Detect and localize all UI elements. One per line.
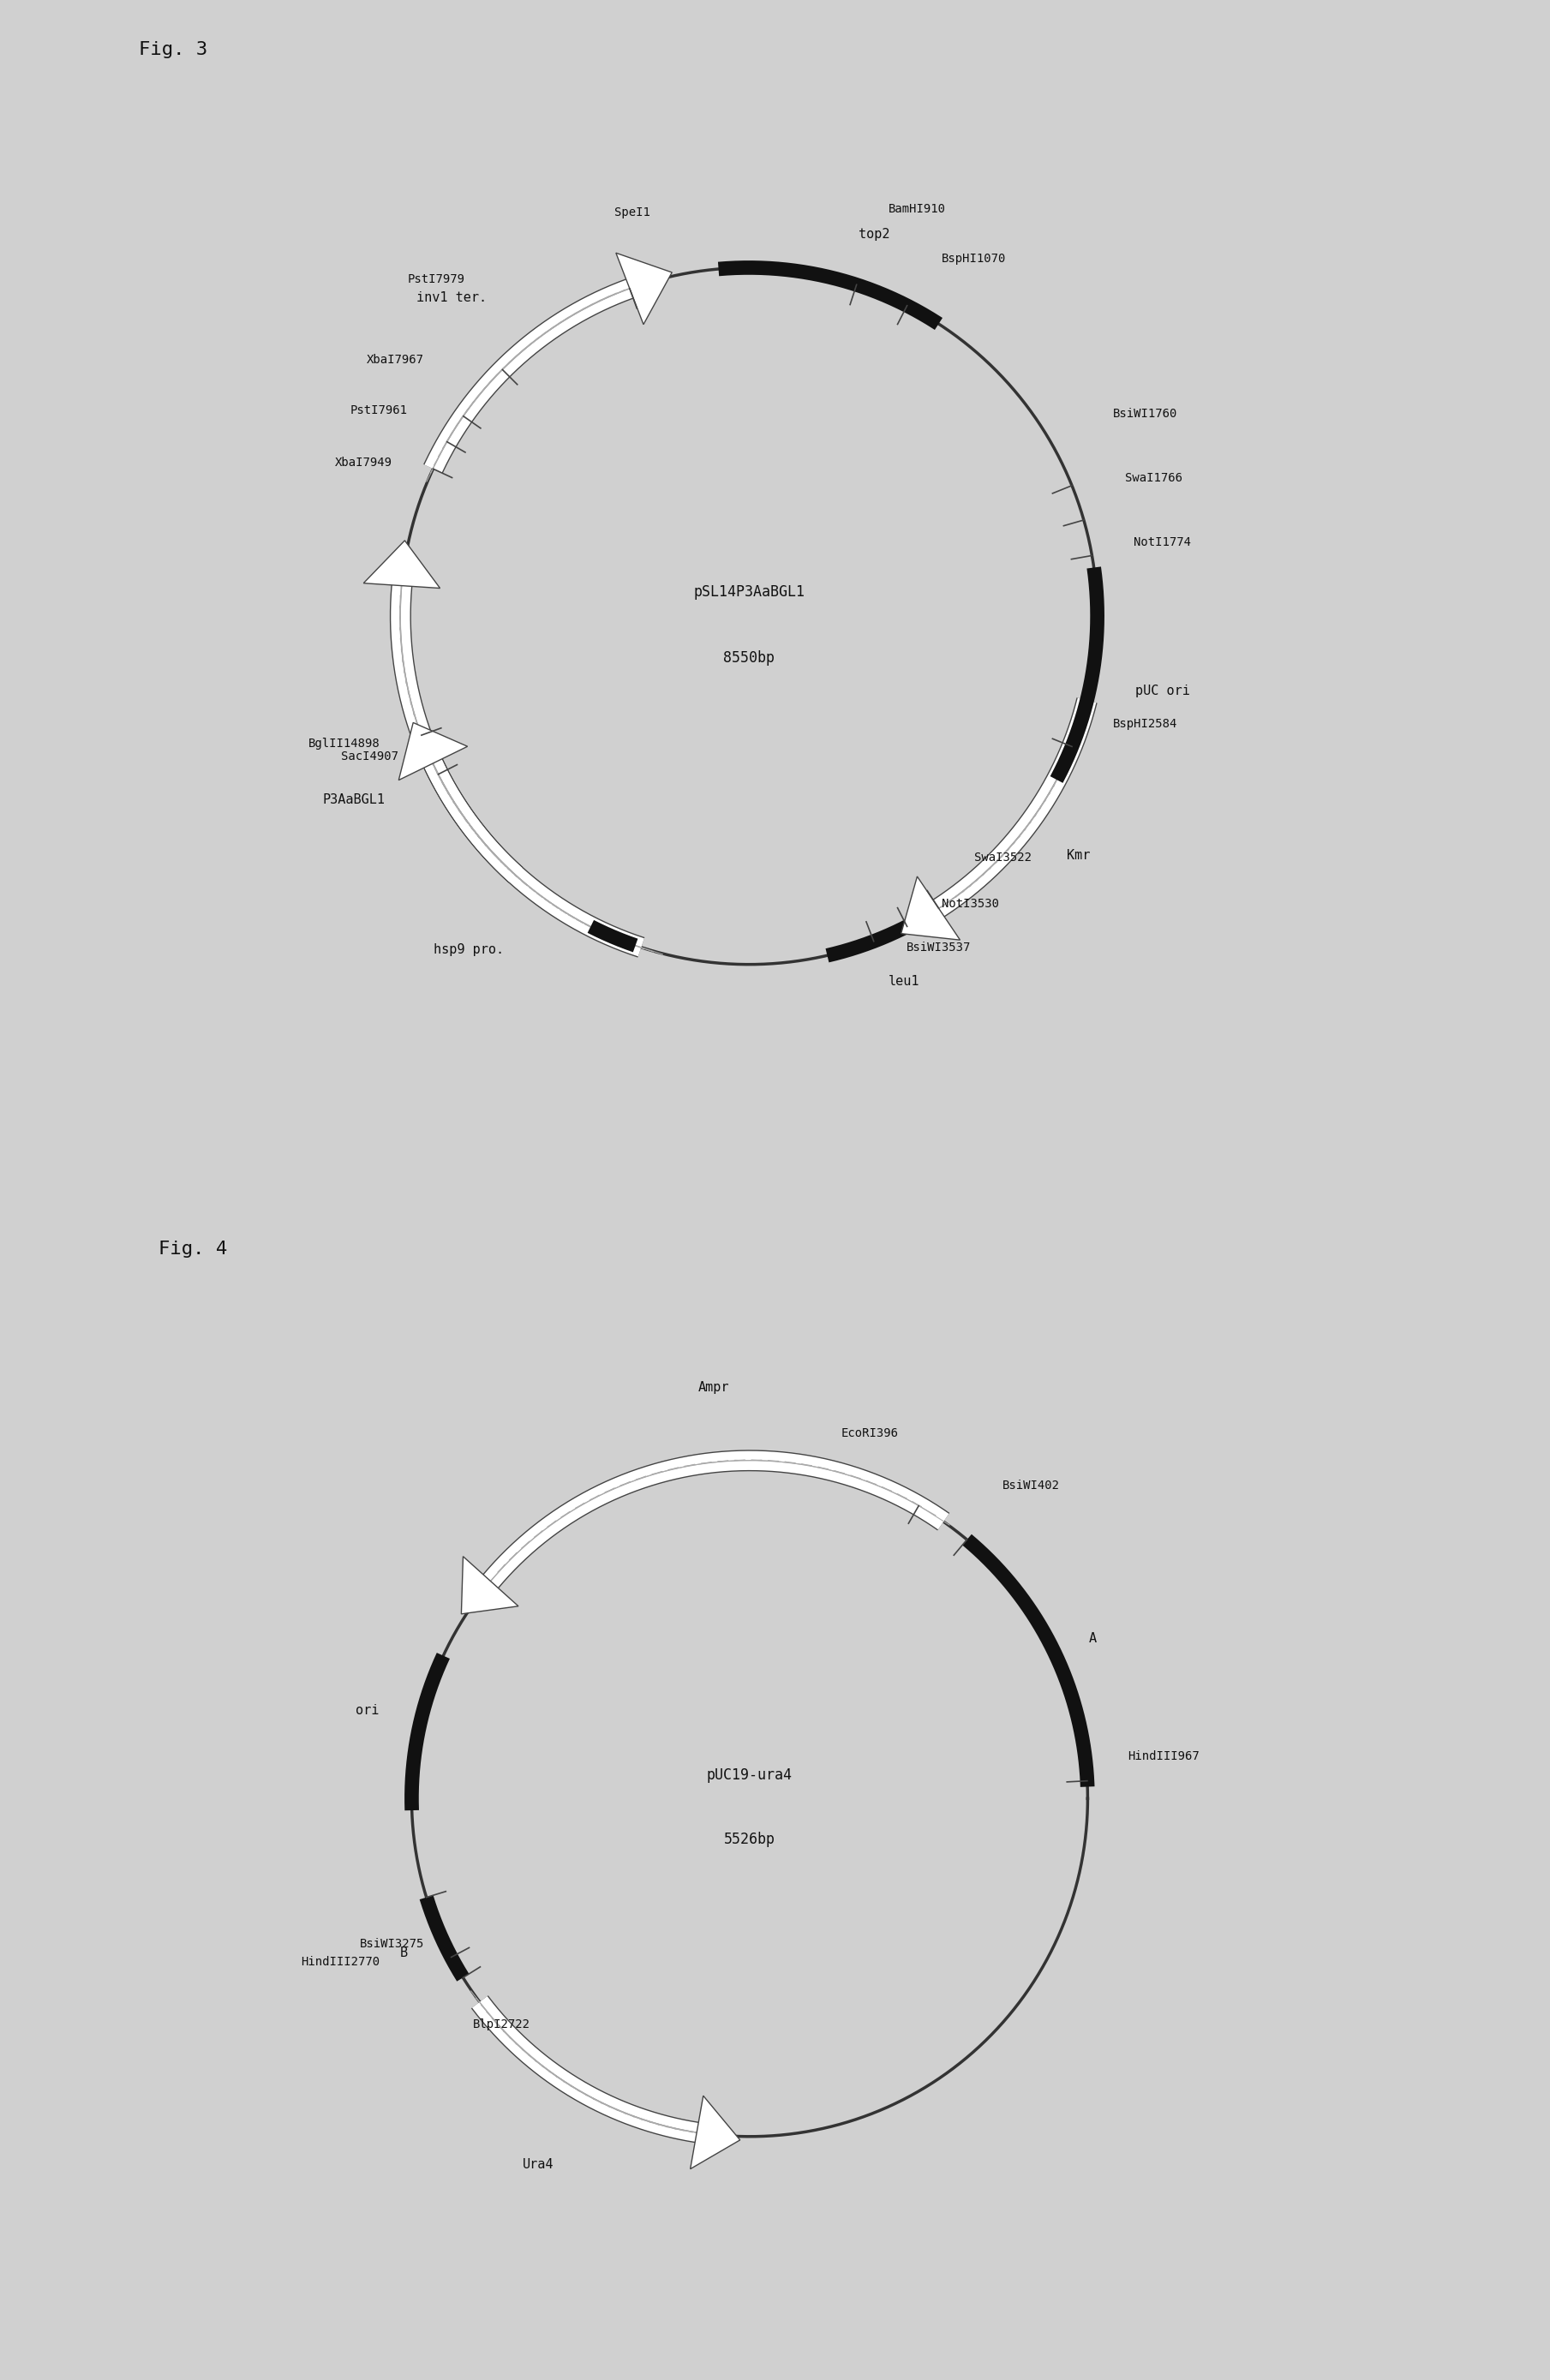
Text: SpeI1: SpeI1	[614, 207, 649, 219]
Text: HindIII2770: HindIII2770	[301, 1956, 380, 1968]
Text: top2: top2	[859, 228, 890, 240]
Text: pSL14P3AaBGL1: pSL14P3AaBGL1	[693, 583, 804, 600]
Polygon shape	[615, 252, 673, 324]
Polygon shape	[364, 540, 440, 588]
Text: BsiWI1760: BsiWI1760	[1113, 407, 1178, 421]
Text: 8550bp: 8550bp	[724, 650, 775, 666]
Text: B: B	[400, 1947, 408, 1959]
Text: SwaI1766: SwaI1766	[1125, 471, 1183, 483]
Text: BlpI2722: BlpI2722	[473, 2018, 530, 2030]
Text: BspHI1070: BspHI1070	[941, 252, 1006, 264]
Text: EcoRI396: EcoRI396	[842, 1428, 899, 1440]
Polygon shape	[398, 724, 468, 781]
Text: BsiWI402: BsiWI402	[1003, 1480, 1060, 1492]
Text: NotI3530: NotI3530	[941, 897, 998, 909]
Text: PstI7961: PstI7961	[350, 405, 408, 416]
Text: Ura4: Ura4	[522, 2159, 553, 2171]
Text: HindIII967: HindIII967	[1128, 1749, 1200, 1764]
Text: BamHI910: BamHI910	[888, 202, 946, 214]
Text: XbaI7949: XbaI7949	[335, 457, 392, 469]
Text: Fig. 4: Fig. 4	[158, 1240, 226, 1259]
Text: BglII14898: BglII14898	[308, 738, 380, 750]
Text: P3AaBGL1: P3AaBGL1	[322, 793, 386, 807]
Text: Fig. 3: Fig. 3	[140, 40, 208, 60]
Text: Kmr: Kmr	[1066, 850, 1090, 862]
Text: 5526bp: 5526bp	[724, 1830, 775, 1847]
Text: pUC ori: pUC ori	[1135, 685, 1190, 697]
Text: Ampr: Ampr	[698, 1380, 730, 1395]
Polygon shape	[462, 1557, 518, 1614]
Text: BspHI2584: BspHI2584	[1113, 719, 1178, 731]
Text: pUC19-ura4: pUC19-ura4	[707, 1768, 792, 1783]
Polygon shape	[690, 2097, 739, 2168]
Polygon shape	[901, 876, 959, 940]
Text: BsiWI3537: BsiWI3537	[907, 942, 972, 954]
Text: NotI1774: NotI1774	[1133, 536, 1190, 550]
Text: leu1: leu1	[888, 976, 919, 988]
Text: BsiWI3275: BsiWI3275	[360, 1937, 425, 1949]
Text: SwaI3522: SwaI3522	[973, 852, 1031, 864]
Text: XbaI7967: XbaI7967	[367, 355, 425, 367]
Text: SacI4907: SacI4907	[341, 750, 398, 762]
Text: A: A	[1088, 1633, 1097, 1645]
Text: ori: ori	[356, 1704, 380, 1716]
Text: inv1 ter.: inv1 ter.	[417, 290, 487, 305]
Text: hsp9 pro.: hsp9 pro.	[434, 942, 504, 957]
Text: PstI7979: PstI7979	[408, 274, 465, 286]
